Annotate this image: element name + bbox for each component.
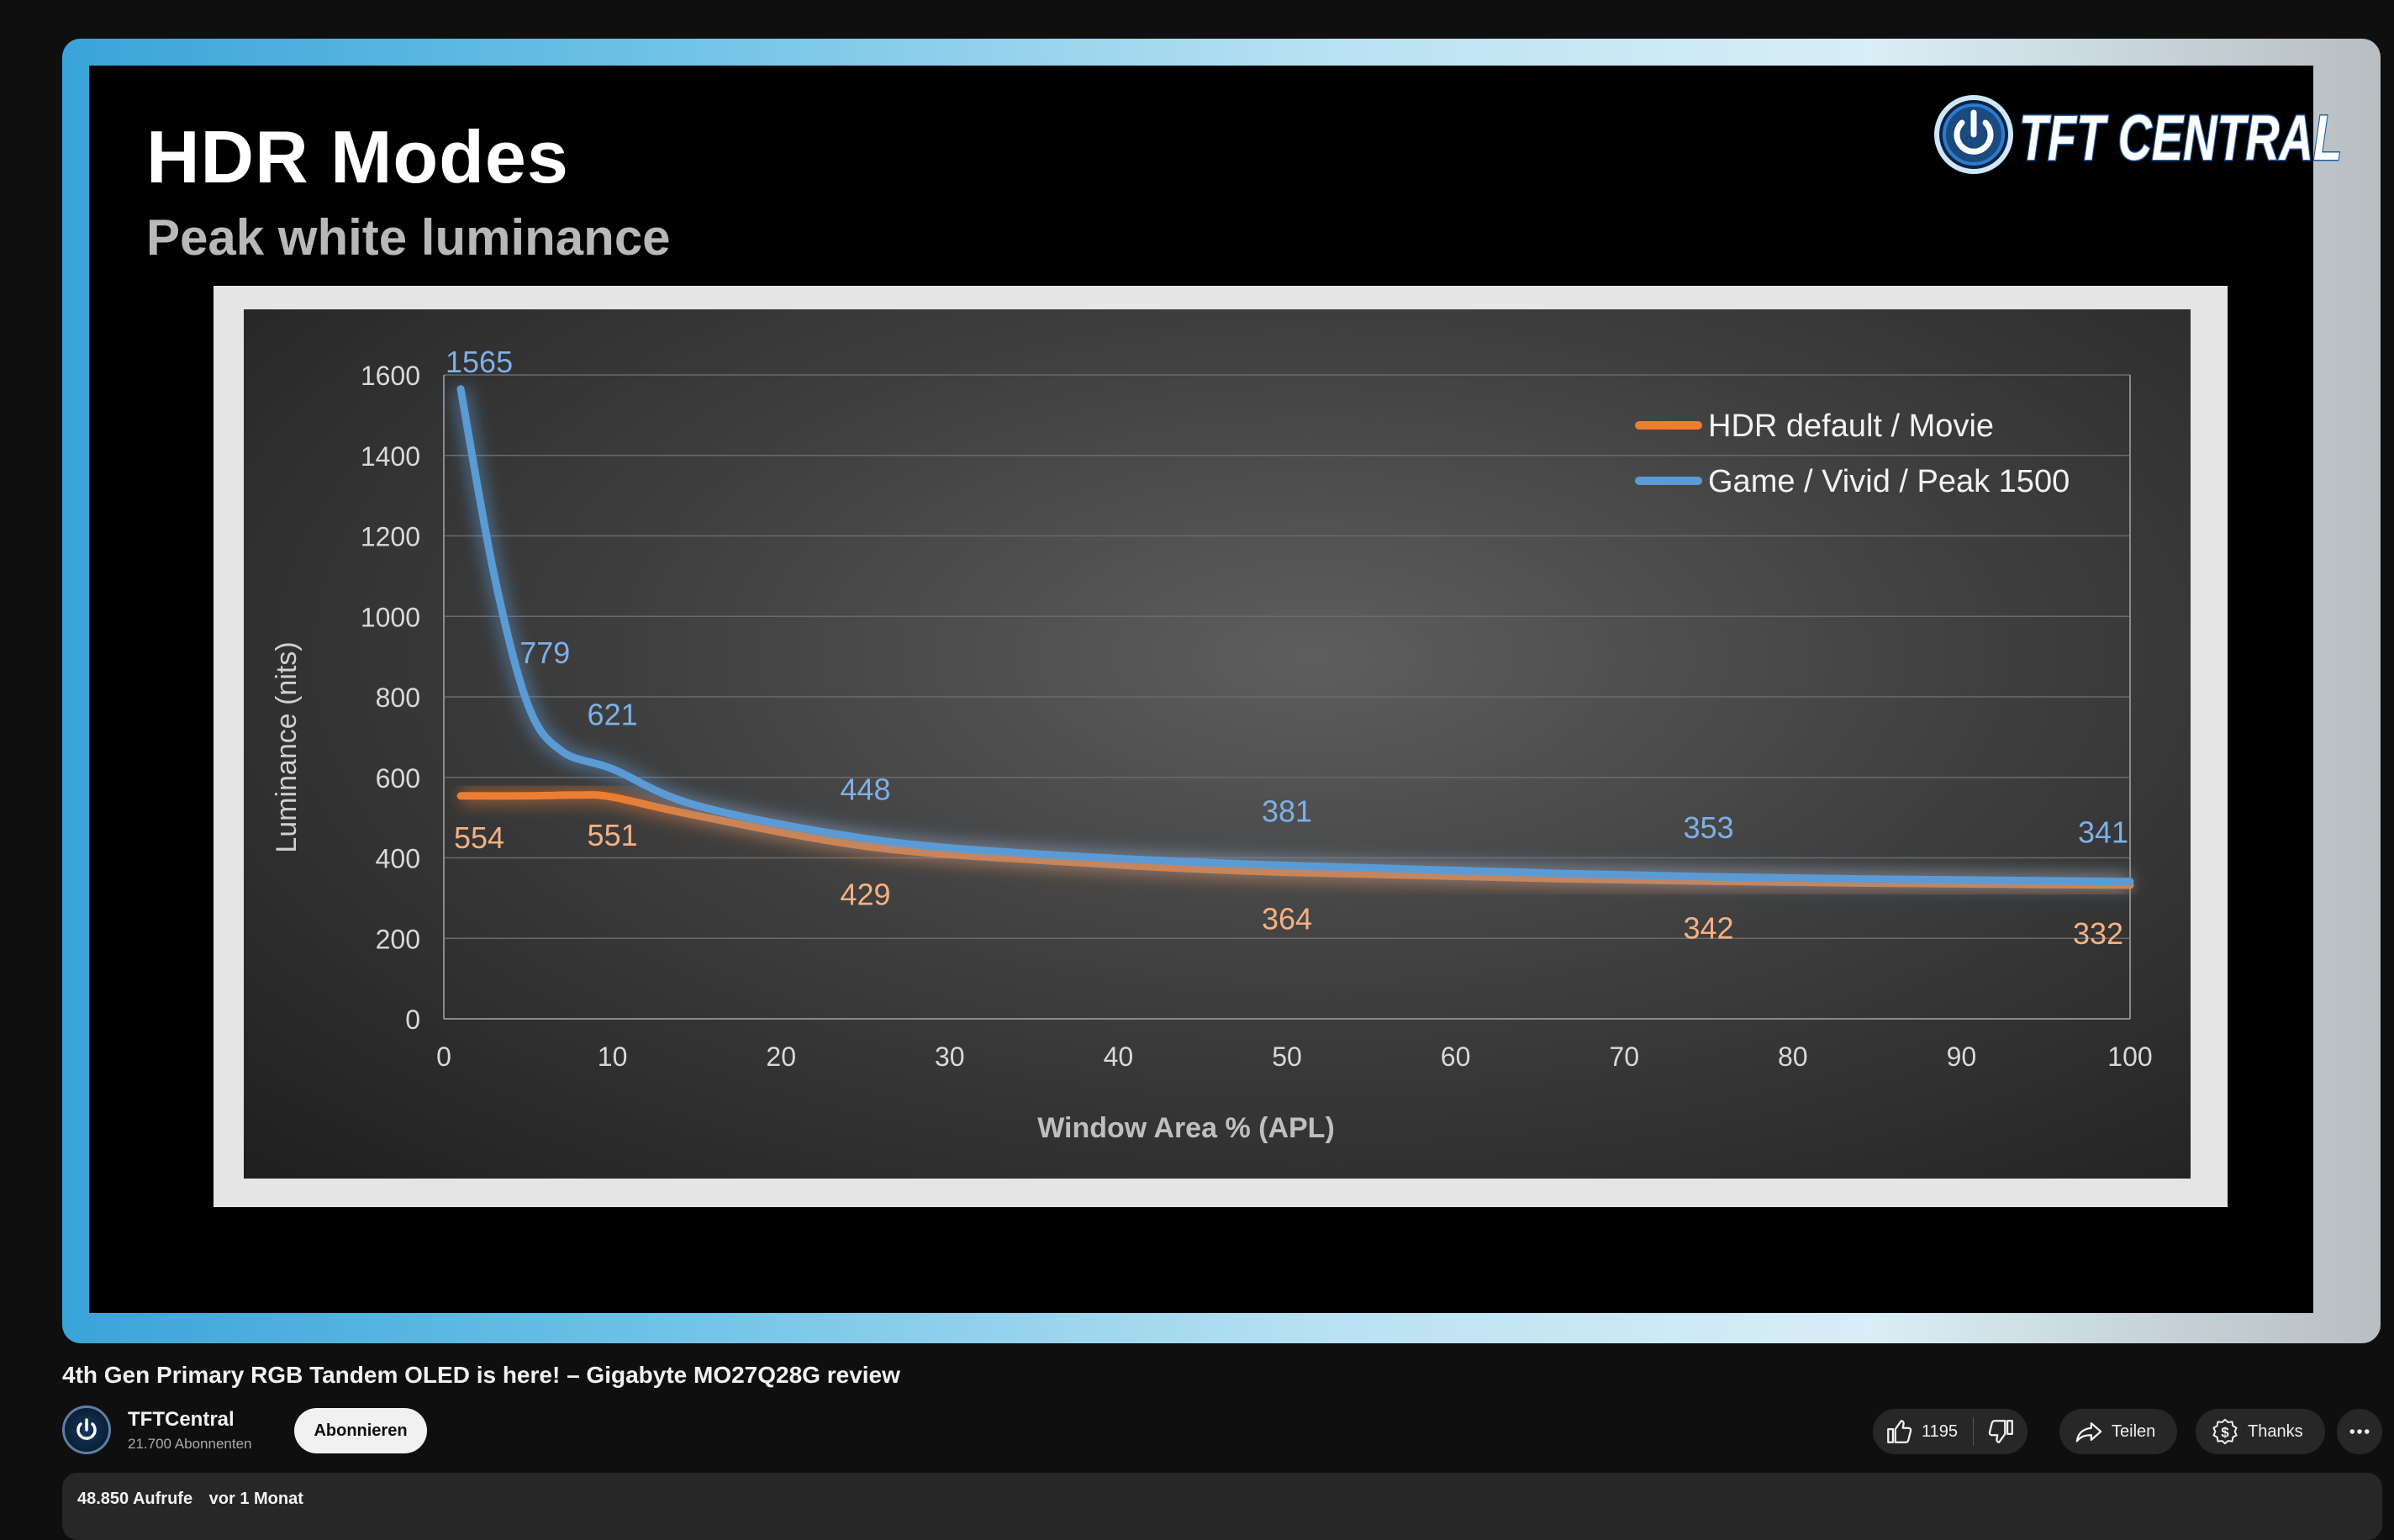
x-tick-label: 80 [1778, 1042, 1808, 1072]
thanks-label: Thanks [2248, 1421, 2303, 1441]
x-tick-label: 100 [2107, 1042, 2152, 1072]
x-tick-label: 20 [766, 1042, 796, 1072]
data-label: 342 [1683, 910, 1733, 945]
data-label: 779 [519, 636, 570, 670]
y-tick-label: 1000 [361, 602, 420, 632]
y-tick-label: 600 [376, 763, 420, 794]
tftcentral-logo: TFT CENTRAL [1934, 95, 2344, 176]
like-divider [1973, 1417, 1975, 1446]
data-label: 341 [2078, 815, 2128, 850]
data-label: 381 [1262, 794, 1312, 829]
share-button[interactable]: Teilen [2059, 1409, 2177, 1454]
data-label: 332 [2073, 916, 2123, 951]
share-icon [2075, 1421, 2102, 1442]
y-tick-label: 400 [376, 844, 420, 874]
x-tick-label: 90 [1947, 1042, 1977, 1072]
y-tick-label: 1400 [361, 441, 420, 472]
data-label: 551 [588, 818, 638, 852]
power-icon [76, 1418, 97, 1440]
data-label: 1565 [446, 345, 513, 379]
svg-text:$: $ [2221, 1424, 2229, 1440]
chart-area: 0 200 400 600 800 1000 1200 1400 1600 0 10 20 30 40 50… [244, 309, 2191, 1179]
x-tick-label: 50 [1272, 1042, 1302, 1072]
x-tick-label: 70 [1609, 1042, 1639, 1072]
data-label: 364 [1262, 902, 1312, 936]
x-tick-label: 60 [1441, 1042, 1471, 1072]
chart-frame: 0 200 400 600 800 1000 1200 1400 1600 0 10 20 30 40 50… [214, 286, 2228, 1207]
video-player[interactable]: HDR Modes Peak white luminance TFT CENTR… [62, 39, 2381, 1343]
legend-label: Game / Vivid / Peak 1500 [1708, 464, 2070, 499]
like-dislike-group: 1195 [1873, 1409, 2028, 1454]
thanks-button[interactable]: $ Thanks [2196, 1409, 2325, 1454]
slide-title: HDR Modes [146, 115, 569, 198]
y-tick-label: 800 [376, 683, 420, 713]
share-label: Teilen [2112, 1421, 2156, 1441]
logo-wordmark: TFT CENTRAL [2019, 103, 2342, 174]
data-label: 554 [454, 820, 504, 855]
description-box[interactable]: 48.850 Aufrufe vor 1 Monat [62, 1473, 2382, 1540]
x-tick-label: 0 [436, 1042, 451, 1072]
thanks-dollar-icon: $ [2212, 1418, 2238, 1445]
video-frame: HDR Modes Peak white luminance TFT CENTR… [89, 66, 2344, 1313]
video-title[interactable]: 4th Gen Primary RGB Tandem OLED is here!… [62, 1362, 900, 1388]
more-actions-button[interactable] [2337, 1409, 2382, 1454]
channel-name[interactable]: TFTCentral [128, 1408, 235, 1431]
x-tick-label: 30 [935, 1042, 965, 1072]
y-axis-title: Luminance (nits) [271, 641, 303, 852]
video-meta: 48.850 Aufrufe vor 1 Monat [77, 1490, 315, 1509]
data-label: 448 [840, 773, 890, 807]
data-label: 353 [1683, 810, 1733, 845]
data-label: 621 [588, 698, 638, 732]
y-tick-label: 0 [405, 1005, 420, 1035]
subscriber-count: 21.700 Abonnenten [128, 1436, 252, 1452]
subscribe-button[interactable]: Abonnieren [294, 1408, 427, 1453]
thumbs-down-icon[interactable] [1987, 1417, 2016, 1446]
x-axis-title: Window Area % (APL) [1037, 1112, 1335, 1144]
data-label: 429 [840, 878, 890, 912]
more-horizontal-icon [2349, 1429, 2370, 1434]
series-line [456, 385, 2134, 886]
view-count: 48.850 Aufrufe [77, 1490, 193, 1508]
like-count[interactable]: 1195 [1922, 1421, 1959, 1441]
x-tick-label: 10 [598, 1042, 628, 1072]
channel-avatar[interactable] [62, 1406, 111, 1454]
y-tick-label: 1600 [361, 361, 420, 391]
legend-label: HDR default / Movie [1708, 409, 1994, 444]
luminance-chart: 0 200 400 600 800 1000 1200 1400 1600 0 10 20 30 40 50… [271, 345, 2153, 1144]
upload-age: vor 1 Monat [208, 1490, 303, 1508]
slide-subtitle: Peak white luminance [146, 209, 671, 266]
thumbs-up-icon[interactable] [1885, 1417, 1913, 1446]
y-tick-label: 1200 [361, 522, 420, 552]
y-tick-label: 200 [376, 924, 420, 954]
x-tick-label: 40 [1104, 1042, 1134, 1072]
